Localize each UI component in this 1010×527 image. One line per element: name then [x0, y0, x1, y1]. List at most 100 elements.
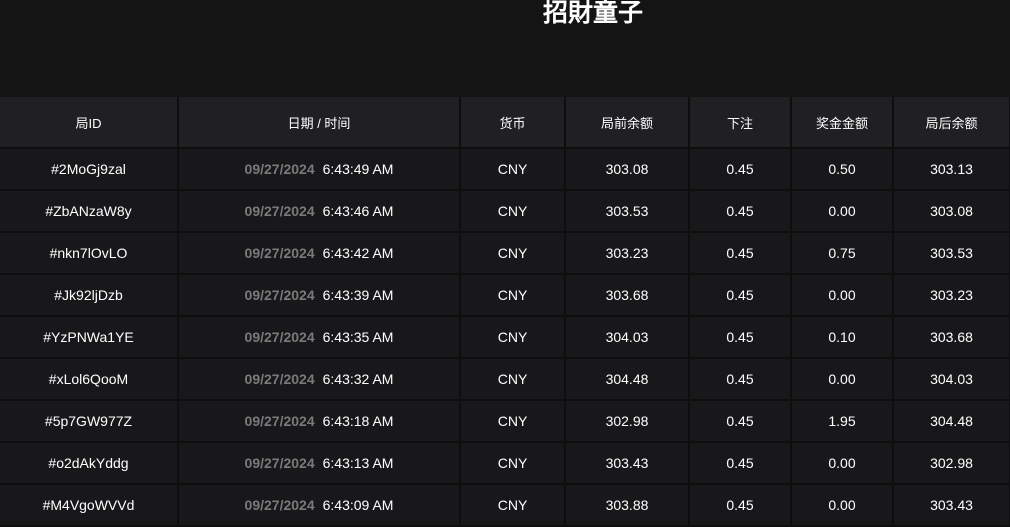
balance-before: 304.48 [565, 358, 690, 401]
win-amount: 0.50 [791, 148, 894, 191]
column-header: 日期 / 时间 [178, 97, 461, 149]
table-row[interactable]: #Jk92ljDzb 09/27/2024 6:43:39 AM CNY 303.68 0… [0, 274, 1010, 317]
bet: 0.45 [689, 232, 792, 275]
table-row[interactable]: #M4VgoWVVd 09/27/2024 6:43:09 AM CNY 303.88 0… [0, 484, 1010, 527]
bet: 0.45 [689, 484, 792, 527]
balance-after: 303.43 [893, 484, 1010, 527]
currency: CNY [460, 190, 566, 233]
column-header: 局ID [0, 97, 179, 149]
balance-after: 302.98 [893, 442, 1010, 485]
bet: 0.45 [689, 442, 792, 485]
bet: 0.45 [689, 400, 792, 443]
win-amount: 0.00 [791, 484, 894, 527]
time: 6:43:13 AM [322, 455, 394, 471]
page-title: 招財童子 [542, 0, 643, 27]
bet: 0.45 [689, 190, 792, 233]
bet: 0.45 [689, 274, 792, 317]
date: 09/27/2024 [244, 203, 315, 219]
column-header: 局后余额 [893, 97, 1010, 149]
balance-before: 304.03 [565, 316, 690, 359]
round-id: #xLol6QooM [0, 358, 179, 401]
table-row[interactable]: #YzPNWa1YE 09/27/2024 6:43:35 AM CNY 304.03 0… [0, 316, 1010, 359]
bet: 0.45 [689, 316, 792, 359]
datetime-cell: 09/27/2024 6:43:39 AM [178, 274, 461, 317]
datetime-cell: 09/27/2024 6:43:13 AM [178, 442, 461, 485]
balance-after: 303.08 [893, 190, 1010, 233]
balance-after: 303.68 [893, 316, 1010, 359]
table-row[interactable]: #ZbANzaW8y 09/27/2024 6:43:46 AM CNY 303.53 0… [0, 190, 1010, 233]
balance-before: 302.98 [565, 400, 690, 443]
time: 6:43:35 AM [322, 329, 394, 345]
datetime-cell: 09/27/2024 6:43:35 AM [178, 316, 461, 359]
balance-before: 303.08 [565, 148, 690, 191]
time: 6:43:32 AM [322, 371, 394, 387]
balance-before: 303.43 [565, 442, 690, 485]
balance-after: 303.53 [893, 232, 1010, 275]
table-header: 局ID 日期 / 时间 货币 局前余额 下注 奖金金额 局后余额 [0, 97, 1010, 149]
time: 6:43:46 AM [322, 203, 394, 219]
win-amount: 1.95 [791, 400, 894, 443]
currency: CNY [460, 232, 566, 275]
column-header: 货币 [460, 97, 566, 149]
round-id: #nkn7lOvLO [0, 232, 179, 275]
table-row[interactable]: #xLol6QooM 09/27/2024 6:43:32 AM CNY 304.48 0… [0, 358, 1010, 401]
round-id: #5p7GW977Z [0, 400, 179, 443]
round-id: #M4VgoWVVd [0, 484, 179, 527]
column-header: 局前余额 [565, 97, 690, 149]
currency: CNY [460, 400, 566, 443]
balance-before: 303.23 [565, 232, 690, 275]
bet: 0.45 [689, 358, 792, 401]
win-amount: 0.75 [791, 232, 894, 275]
round-id: #2MoGj9zal [0, 148, 179, 191]
win-amount: 0.00 [791, 274, 894, 317]
balance-after: 304.48 [893, 400, 1010, 443]
win-amount: 0.00 [791, 358, 894, 401]
win-amount: 0.00 [791, 190, 894, 233]
currency: CNY [460, 316, 566, 359]
table-row[interactable]: #5p7GW977Z 09/27/2024 6:43:18 AM CNY 302.98 0… [0, 400, 1010, 443]
win-amount: 0.10 [791, 316, 894, 359]
table-row[interactable]: #o2dAkYddg 09/27/2024 6:43:13 AM CNY 303.43 0… [0, 442, 1010, 485]
datetime-cell: 09/27/2024 6:43:32 AM [178, 358, 461, 401]
balance-before: 303.68 [565, 274, 690, 317]
balance-before: 303.88 [565, 484, 690, 527]
bet: 0.45 [689, 148, 792, 191]
currency: CNY [460, 442, 566, 485]
balance-before: 303.53 [565, 190, 690, 233]
date: 09/27/2024 [244, 455, 315, 471]
currency: CNY [460, 274, 566, 317]
currency: CNY [460, 358, 566, 401]
round-id: #Jk92ljDzb [0, 274, 179, 317]
datetime-cell: 09/27/2024 6:43:46 AM [178, 190, 461, 233]
currency: CNY [460, 484, 566, 527]
column-header: 奖金金额 [791, 97, 894, 149]
date: 09/27/2024 [244, 287, 315, 303]
time: 6:43:18 AM [322, 413, 394, 429]
datetime-cell: 09/27/2024 6:43:09 AM [178, 484, 461, 527]
win-amount: 0.00 [791, 442, 894, 485]
table-row[interactable]: #nkn7lOvLO 09/27/2024 6:43:42 AM CNY 303.23 0… [0, 232, 1010, 275]
round-id: #o2dAkYddg [0, 442, 179, 485]
table-row[interactable]: #2MoGj9zal 09/27/2024 6:43:49 AM CNY 303.08 0… [0, 148, 1010, 191]
balance-after: 303.23 [893, 274, 1010, 317]
column-header: 下注 [689, 97, 792, 149]
date: 09/27/2024 [244, 161, 315, 177]
time: 6:43:49 AM [322, 161, 394, 177]
time: 6:43:09 AM [322, 497, 394, 513]
date: 09/27/2024 [244, 245, 315, 261]
balance-after: 303.13 [893, 148, 1010, 191]
datetime-cell: 09/27/2024 6:43:18 AM [178, 400, 461, 443]
balance-after: 304.03 [893, 358, 1010, 401]
date: 09/27/2024 [244, 329, 315, 345]
round-id: #ZbANzaW8y [0, 190, 179, 233]
date: 09/27/2024 [244, 413, 315, 429]
time: 6:43:42 AM [322, 245, 394, 261]
date: 09/27/2024 [244, 371, 315, 387]
datetime-cell: 09/27/2024 6:43:42 AM [178, 232, 461, 275]
date: 09/27/2024 [244, 497, 315, 513]
datetime-cell: 09/27/2024 6:43:49 AM [178, 148, 461, 191]
time: 6:43:39 AM [322, 287, 394, 303]
round-id: #YzPNWa1YE [0, 316, 179, 359]
history-table: 局ID 日期 / 时间 货币 局前余额 下注 奖金金额 局后余额 #2MoGj9zal 09/… [0, 97, 1010, 527]
currency: CNY [460, 148, 566, 191]
